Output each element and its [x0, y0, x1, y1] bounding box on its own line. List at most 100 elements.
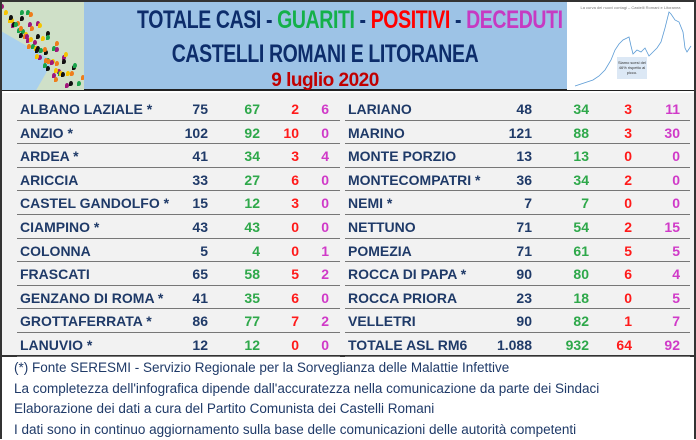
positivi: 0 — [269, 219, 299, 235]
positivi: 6 — [602, 266, 632, 282]
deceduti: 6 — [299, 101, 329, 117]
map-pin-icon — [61, 72, 65, 77]
guariti: 61 — [559, 243, 589, 259]
deceduti: 0 — [650, 148, 680, 164]
deceduti: 0 — [299, 337, 329, 353]
deceduti: 30 — [650, 125, 680, 141]
totale-casi: 15 — [168, 195, 208, 211]
guariti: 82 — [559, 313, 589, 329]
municipality-name: ROCCA DI PAPA * — [348, 266, 466, 282]
guariti: 67 — [230, 101, 260, 117]
trend-chart-thumbnail: La curva dei nuovi contagi – Castelli Ro… — [567, 2, 694, 90]
map-pin-icon — [55, 41, 59, 46]
positivi: 6 — [269, 172, 299, 188]
positivi: 6 — [269, 290, 299, 306]
municipality-name: TOTALE ASL RM6 — [348, 337, 467, 353]
guariti: 43 — [230, 219, 260, 235]
map-pin-icon — [19, 26, 23, 31]
map-pin-icon — [29, 37, 33, 42]
totale-casi: 5 — [168, 243, 208, 259]
title-part: POSITIVI — [371, 6, 450, 34]
guariti: 88 — [559, 125, 589, 141]
municipality-name: CASTEL GANDOLFO * — [20, 195, 169, 211]
positivi: 2 — [602, 172, 632, 188]
deceduti: 0 — [299, 290, 329, 306]
positivi: 5 — [269, 266, 299, 282]
municipality-name: MARINO — [348, 125, 405, 141]
map-pin-icon — [38, 23, 42, 28]
positivi: 5 — [602, 243, 632, 259]
deceduti: 7 — [650, 313, 680, 329]
municipality-name: ARICCIA — [20, 172, 78, 188]
map-pin-icon — [39, 48, 43, 53]
guariti: 58 — [230, 266, 260, 282]
totale-casi: 90 — [492, 266, 532, 282]
map-pin-icon — [29, 12, 33, 17]
guariti: 92 — [230, 125, 260, 141]
totale-casi: 41 — [168, 290, 208, 306]
map-pin-icon — [70, 71, 74, 76]
totale-casi: 90 — [492, 313, 532, 329]
title-part: - — [261, 6, 277, 34]
map-pin-icon — [73, 63, 77, 68]
municipality-name: GROTTAFERRATA * — [20, 313, 152, 329]
map-pin-icon — [35, 54, 39, 59]
positivi: 64 — [602, 337, 632, 353]
footer-line: I dati sono in continuo aggiornamento su… — [14, 420, 694, 440]
guariti: 4 — [230, 243, 260, 259]
chart-note: Siamo scesi del 46% rispetto al picco. — [617, 57, 647, 79]
totale-casi: 71 — [492, 243, 532, 259]
map-pin-icon — [2, 4, 4, 9]
deceduti: 1 — [299, 243, 329, 259]
positivi: 2 — [269, 101, 299, 117]
map-pin-icon — [77, 81, 81, 86]
guariti: 18 — [559, 290, 589, 306]
municipality-name: VELLETRI — [348, 313, 416, 329]
totale-casi: 13 — [492, 148, 532, 164]
totale-casi: 121 — [492, 125, 532, 141]
date-label: 9 luglio 2020 — [84, 70, 566, 92]
municipality-name: ANZIO * — [20, 125, 73, 141]
map-pin-icon — [46, 35, 50, 40]
municipality-name: MONTECOMPATRI * — [348, 172, 480, 188]
municipality-name: NETTUNO — [348, 219, 416, 235]
deceduti: 0 — [299, 219, 329, 235]
map-pin-icon — [27, 44, 31, 49]
guariti: 7 — [559, 195, 589, 211]
guariti: 34 — [559, 101, 589, 117]
map-pin-icon — [50, 60, 54, 65]
guariti: 12 — [230, 195, 260, 211]
municipality-name: GENZANO DI ROMA * — [20, 290, 163, 306]
totale-casi: 23 — [492, 290, 532, 306]
totale-casi: 48 — [492, 101, 532, 117]
deceduti: 0 — [650, 195, 680, 211]
positivi: 3 — [269, 148, 299, 164]
guariti: 77 — [230, 313, 260, 329]
totale-casi: 7 — [492, 195, 532, 211]
deceduti: 92 — [650, 337, 680, 353]
positivi: 3 — [602, 125, 632, 141]
map-pin-icon — [62, 59, 66, 64]
map-pin-icon — [43, 47, 47, 52]
header: TOTALE CASI - GUARITI - POSITIVI - DECED… — [2, 2, 694, 91]
table-row: MARINO 121 88 3 30 — [345, 121, 690, 145]
map-image — [2, 2, 84, 90]
guariti: 12 — [230, 337, 260, 353]
guariti: 34 — [559, 172, 589, 188]
totale-casi: 65 — [168, 266, 208, 282]
deceduti: 4 — [650, 266, 680, 282]
municipality-name: POMEZIA — [348, 243, 412, 259]
positivi: 10 — [269, 125, 299, 141]
positivi: 0 — [269, 243, 299, 259]
guariti: 34 — [230, 148, 260, 164]
municipality-name: COLONNA — [20, 243, 91, 259]
guariti: 35 — [230, 290, 260, 306]
